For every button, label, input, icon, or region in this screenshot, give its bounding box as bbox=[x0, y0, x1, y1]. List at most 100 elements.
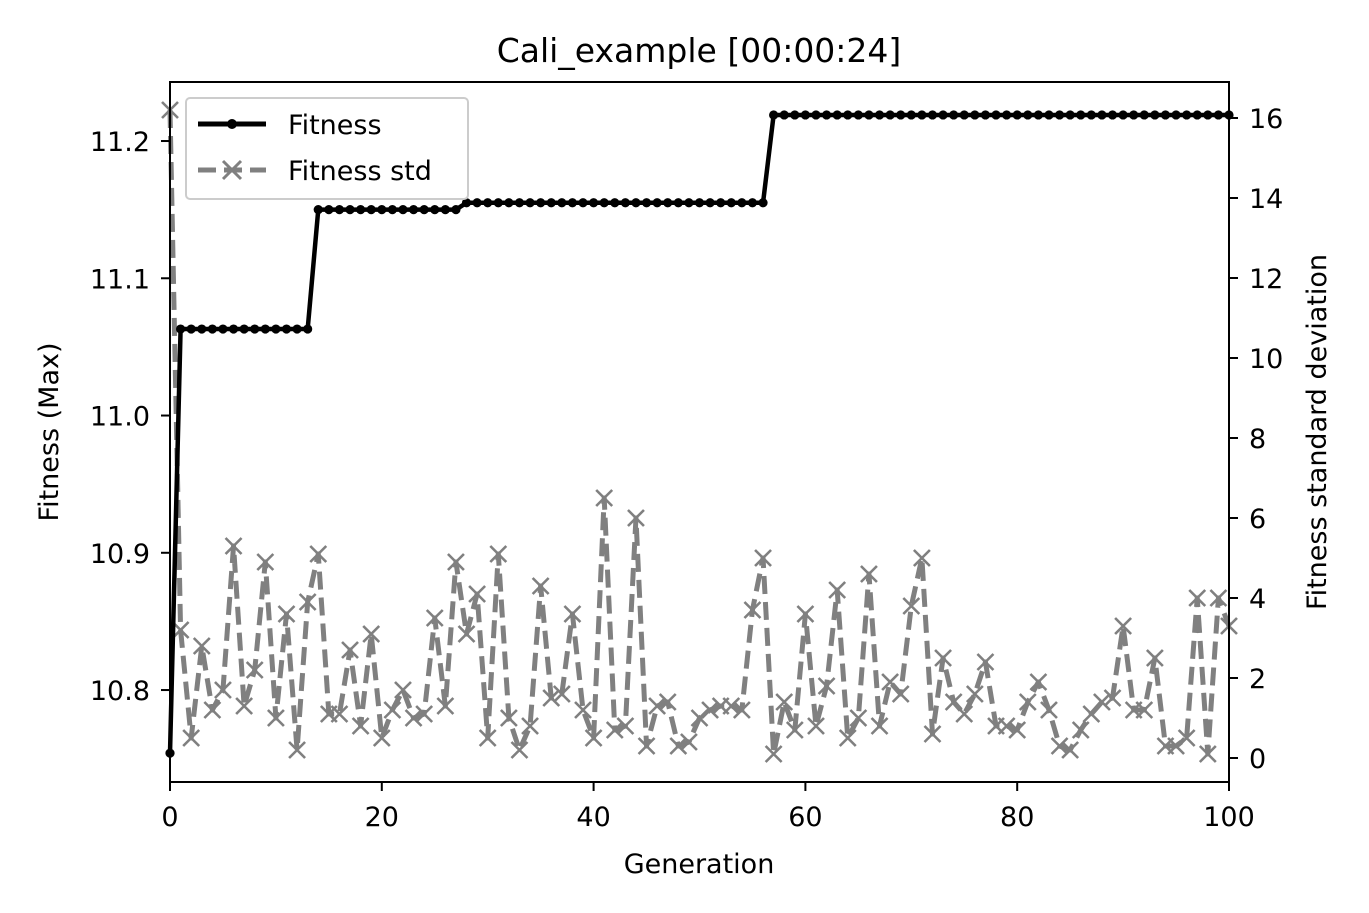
fitness-std-point bbox=[817, 677, 836, 695]
fitness-point bbox=[821, 110, 832, 120]
fitness-point bbox=[959, 110, 969, 120]
chart-title: Cali_example [00:00:24] bbox=[497, 31, 902, 70]
fitness-std-point bbox=[1103, 689, 1122, 707]
fitness-std-point bbox=[722, 697, 741, 715]
fitness-std-point bbox=[838, 729, 857, 747]
legend-std-marker bbox=[221, 159, 243, 181]
fitness-point bbox=[419, 205, 429, 215]
fitness-point bbox=[980, 110, 991, 120]
fitness-std-point bbox=[489, 545, 508, 563]
fitness-std-point bbox=[849, 709, 868, 727]
fitness-point bbox=[726, 198, 736, 208]
fitness-point bbox=[684, 198, 694, 208]
x-tick-label: 60 bbox=[788, 802, 822, 833]
fitness-std-point bbox=[605, 721, 624, 739]
fitness-point bbox=[1192, 110, 1202, 120]
fitness-point bbox=[620, 198, 630, 208]
fitness-std-point bbox=[563, 605, 582, 623]
fitness-std-point bbox=[891, 685, 910, 703]
fitness-std-point bbox=[584, 729, 603, 747]
fitness-point bbox=[1044, 110, 1054, 120]
fitness-point bbox=[292, 324, 302, 334]
fitness-point bbox=[885, 110, 895, 120]
fitness-point bbox=[356, 205, 366, 215]
fitness-std-point bbox=[658, 693, 677, 711]
fitness-point bbox=[705, 198, 715, 208]
fitness-std-point bbox=[669, 737, 688, 755]
fitness-point bbox=[250, 324, 260, 334]
fitness-std-point bbox=[457, 625, 476, 643]
fitness-std-point bbox=[404, 709, 423, 727]
y-right-tick-label: 2 bbox=[1249, 664, 1266, 695]
fitness-std-point bbox=[372, 729, 391, 747]
fitness-point bbox=[1150, 110, 1160, 120]
fitness-std-point bbox=[997, 717, 1016, 735]
fitness-std-point bbox=[1167, 737, 1185, 755]
y-right-tick-label: 0 bbox=[1249, 744, 1266, 775]
legend-label-fitness: Fitness bbox=[288, 110, 382, 141]
fitness-std-point bbox=[690, 709, 709, 727]
y-right-tick-label: 10 bbox=[1249, 344, 1283, 375]
fitness-point bbox=[737, 198, 747, 208]
fitness-std-point bbox=[521, 717, 539, 735]
fitness-std-point bbox=[256, 553, 275, 571]
fitness-point bbox=[1023, 110, 1033, 120]
fitness-std-point bbox=[362, 625, 381, 643]
x-axis-label: Generation bbox=[624, 849, 775, 880]
fitness-std-point bbox=[531, 577, 550, 595]
fitness-point bbox=[652, 198, 662, 208]
fitness-std-point bbox=[775, 693, 794, 711]
fitness-point bbox=[536, 198, 546, 208]
fitness-point bbox=[864, 110, 874, 120]
fitness-point bbox=[610, 198, 620, 208]
fitness-std-point bbox=[447, 553, 465, 571]
fitness-point bbox=[525, 198, 535, 208]
fitness-point bbox=[970, 110, 980, 120]
fitness-std-point bbox=[266, 709, 285, 727]
fitness-std-point bbox=[574, 701, 592, 719]
fitness-std-point bbox=[245, 661, 264, 679]
fitness-std-point bbox=[1209, 589, 1228, 607]
fitness-std-point bbox=[214, 681, 232, 699]
fitness-point bbox=[1203, 110, 1213, 120]
fitness-point bbox=[281, 324, 292, 334]
fitness-std-point bbox=[1188, 589, 1207, 607]
fitness-std-point bbox=[203, 701, 222, 719]
fitness-point bbox=[514, 198, 525, 208]
y-right-tick-label: 4 bbox=[1249, 584, 1266, 615]
fitness-std-point bbox=[224, 537, 243, 555]
y-left-tick-label: 10.9 bbox=[90, 539, 150, 570]
fitness-point bbox=[387, 205, 397, 215]
legend-label-fitness-std: Fitness std bbox=[288, 156, 432, 187]
fitness-point bbox=[472, 198, 482, 208]
fitness-std-point bbox=[1071, 721, 1090, 739]
fitness-point bbox=[557, 198, 567, 208]
fitness-std-point bbox=[1135, 701, 1154, 719]
fitness-point bbox=[874, 110, 885, 120]
fitness-point bbox=[779, 110, 789, 120]
fitness-std-point bbox=[679, 733, 698, 751]
fitness-std-point bbox=[436, 697, 455, 715]
fitness-point bbox=[1012, 110, 1022, 120]
fitness-point bbox=[1086, 110, 1096, 120]
fitness-std-point bbox=[298, 593, 317, 611]
fitness-std-point bbox=[870, 717, 889, 735]
y-right-tick-label: 6 bbox=[1249, 504, 1266, 535]
axes-layer: 0 20 40 60 80 100 10.8 10.9 11.0 11.1 11.2 0 2 4 6 8 10 1… bbox=[90, 81, 1283, 833]
series-fitness-std bbox=[161, 101, 1238, 763]
fitness-point bbox=[1129, 110, 1139, 120]
fitness-std-point bbox=[499, 709, 518, 727]
fitness-std-point bbox=[415, 705, 434, 723]
y-left-tick-label: 11.1 bbox=[90, 264, 150, 295]
fitness-std-point bbox=[542, 689, 561, 707]
fitness-point bbox=[175, 324, 186, 334]
fitness-point bbox=[1065, 110, 1075, 120]
y-left-tick-label: 11.0 bbox=[90, 402, 150, 433]
fitness-point bbox=[694, 198, 705, 208]
x-tick-label: 20 bbox=[365, 802, 399, 833]
fitness-point bbox=[313, 205, 323, 215]
plot-frame bbox=[169, 81, 1230, 783]
fitness-std-point bbox=[595, 489, 614, 507]
